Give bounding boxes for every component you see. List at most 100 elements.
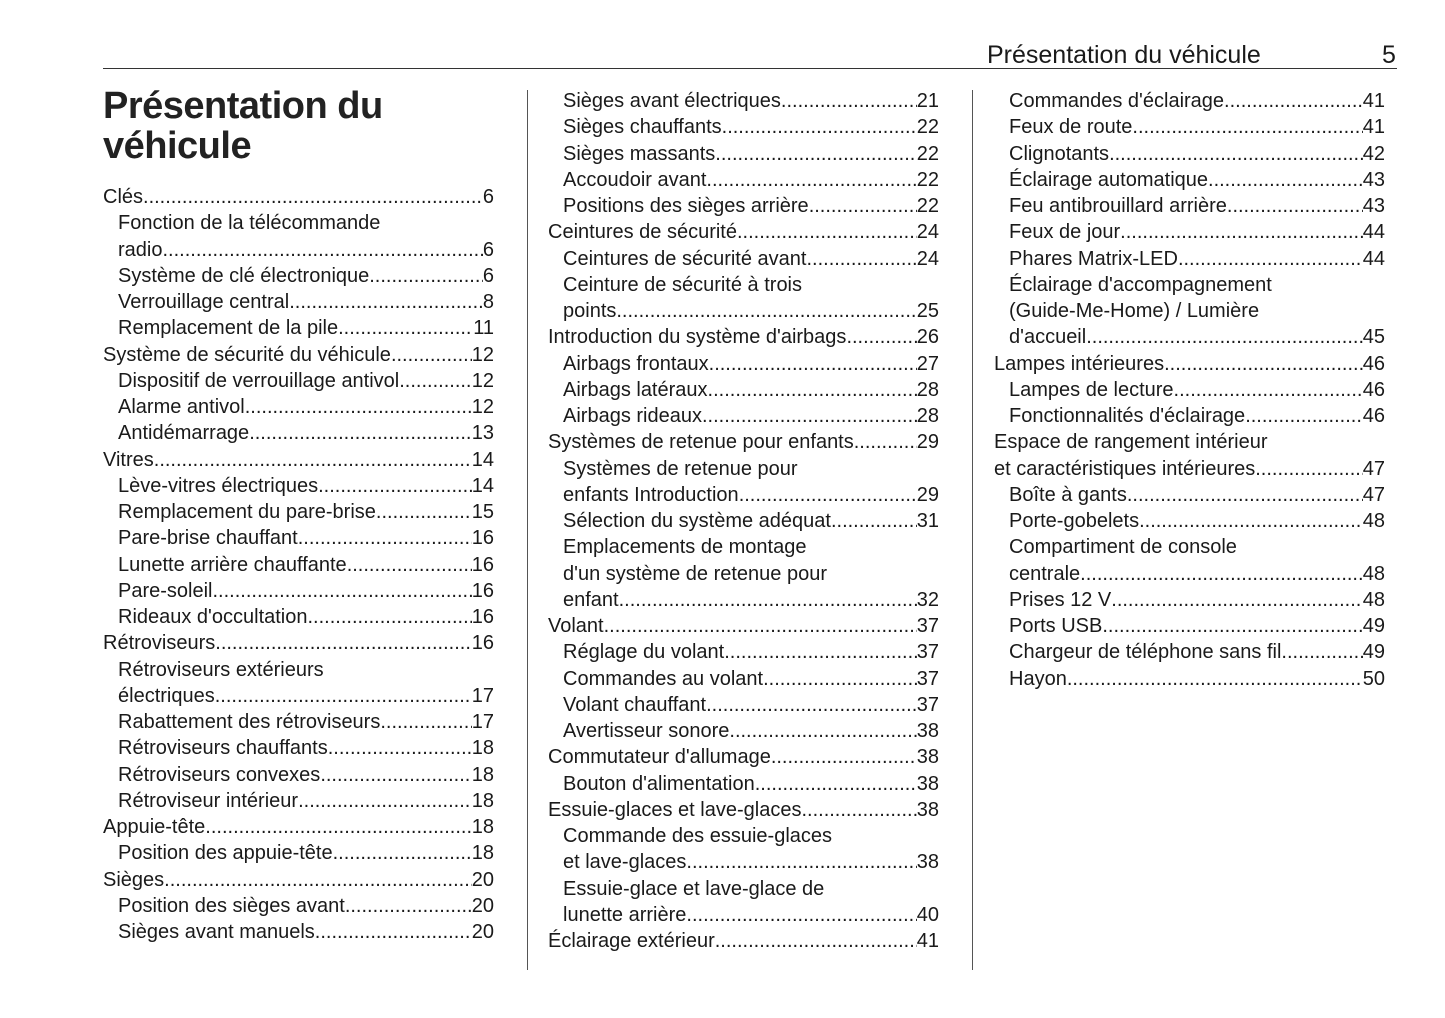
toc-entry-page: 15 [471, 501, 494, 523]
toc-entry[interactable]: Sièges chauffants 22 [548, 114, 939, 140]
toc-entry: Rétroviseurs extérieurs [103, 657, 494, 683]
toc-entry[interactable]: Éclairage extérieur 41 [548, 928, 939, 954]
toc-entry[interactable]: Commutateur d'allumage 38 [548, 744, 939, 770]
toc-entry[interactable]: Sièges 20 [103, 867, 494, 893]
toc-entry[interactable]: Positions des sièges arrière 22 [548, 193, 939, 219]
toc-entry[interactable]: Dispositif de verrouillage antivol 12 [103, 368, 494, 394]
toc-entry[interactable]: électriques 17 [103, 683, 494, 709]
toc-entry[interactable]: Ceintures de sécurité 24 [548, 219, 939, 245]
toc-entry[interactable]: centrale 48 [994, 561, 1385, 587]
toc-entry[interactable]: Rétroviseurs convexes 18 [103, 762, 494, 788]
toc-entry[interactable]: Rideaux d'occultation 16 [103, 604, 494, 630]
toc-entry[interactable]: Rétroviseurs 16 [103, 630, 494, 656]
toc-entry[interactable]: Systèmes de retenue pour enfants 29 [548, 429, 939, 455]
toc-entry-page: 8 [482, 291, 494, 313]
toc-entry[interactable]: Sièges avant manuels 20 [103, 919, 494, 945]
dot-leader [1178, 246, 1363, 272]
toc-entry[interactable]: enfants Introduction 29 [548, 482, 939, 508]
toc-entry[interactable]: Accoudoir avant 22 [548, 167, 939, 193]
toc-entry[interactable]: Lève-vitres électriques 14 [103, 473, 494, 499]
toc-entry[interactable]: Prises 12 V 48 [994, 587, 1385, 613]
toc-entry[interactable]: Clignotants 42 [994, 141, 1385, 167]
toc-entry-page: 16 [471, 606, 494, 628]
toc-entry-page: 28 [916, 405, 939, 427]
toc-entry[interactable]: Airbags latéraux 28 [548, 377, 939, 403]
toc-entry[interactable]: Position des appuie-tête 18 [103, 840, 494, 866]
toc-entry[interactable]: Feux de jour 44 [994, 219, 1385, 245]
toc-entry[interactable]: Remplacement du pare-brise 15 [103, 499, 494, 525]
toc-entry[interactable]: Commandes d'éclairage 41 [994, 88, 1385, 114]
toc-entry[interactable]: Lunette arrière chauffante 16 [103, 552, 494, 578]
toc-entry[interactable]: Introduction du système d'airbags 26 [548, 324, 939, 350]
toc-entry[interactable]: d'accueil 45 [994, 324, 1385, 350]
toc-entry[interactable]: Volant 37 [548, 613, 939, 639]
toc-entry[interactable]: Lampes de lecture 46 [994, 377, 1385, 403]
toc-entry-label: lunette arrière [563, 903, 687, 926]
toc-entry[interactable]: Boîte à gants 47 [994, 482, 1385, 508]
toc-entry[interactable]: Pare-soleil 16 [103, 578, 494, 604]
toc-entry[interactable]: Antidémarrage 13 [103, 420, 494, 446]
toc-entry[interactable]: lunette arrière 40 [548, 902, 939, 928]
toc-entry-page: 37 [916, 667, 939, 690]
toc-entry[interactable]: radio 6 [103, 237, 494, 263]
toc-entry[interactable]: Fonctionnalités d'éclairage 46 [994, 403, 1385, 429]
toc-entry[interactable]: Rétroviseur intérieur 18 [103, 788, 494, 814]
toc-entry[interactable]: et lave-glaces 38 [548, 849, 939, 875]
dot-leader [702, 403, 917, 429]
toc-entry[interactable]: Éclairage automatique 43 [994, 167, 1385, 193]
toc-entry[interactable]: Réglage du volant 37 [548, 639, 939, 665]
toc-entry: Éclairage d'accompagnement [994, 272, 1385, 298]
toc-entry[interactable]: Phares Matrix-LED 44 [994, 246, 1385, 272]
toc-entry[interactable]: Airbags rideaux 28 [548, 403, 939, 429]
toc-entry[interactable]: Sièges avant électriques 21 [548, 88, 939, 114]
toc-entry[interactable]: Avertisseur sonore 38 [548, 718, 939, 744]
toc-entry[interactable]: Commandes au volant 37 [548, 666, 939, 692]
toc-entry[interactable]: Rabattement des rétroviseurs 17 [103, 709, 494, 735]
dot-leader [724, 639, 917, 665]
toc-entry[interactable]: Verrouillage central 8 [103, 289, 494, 315]
toc-entry-page: 48 [1362, 562, 1385, 585]
dot-leader [164, 867, 472, 893]
toc-entry-page: 37 [916, 615, 939, 637]
toc-entry[interactable]: Remplacement de la pile 11 [103, 315, 494, 341]
toc-entry[interactable]: Système de clé électronique 6 [103, 263, 494, 289]
toc-entry[interactable]: et caractéristiques intérieures 47 [994, 456, 1385, 482]
toc-entry[interactable]: points 25 [548, 298, 939, 324]
toc-entry[interactable]: enfant 32 [548, 587, 939, 613]
toc-entry[interactable]: Hayon 50 [994, 666, 1385, 692]
toc-entry[interactable]: Bouton d'alimentation 38 [548, 771, 939, 797]
dot-leader [154, 447, 472, 473]
dot-leader [854, 429, 917, 455]
toc-entry-page: 38 [916, 851, 939, 874]
toc-entry[interactable]: Sélection du système adéquat 31 [548, 508, 939, 534]
toc-entry-label: Essuie-glaces et lave-glaces [548, 798, 802, 821]
toc-entry[interactable]: Appuie-tête 18 [103, 814, 494, 840]
toc-entry[interactable]: Pare-brise chauffant 16 [103, 525, 494, 551]
toc-entry[interactable]: Volant chauffant 37 [548, 692, 939, 718]
dot-leader [1111, 587, 1362, 613]
toc-entry[interactable]: Clés 6 [103, 184, 494, 210]
toc-entry[interactable]: Feux de route 41 [994, 114, 1385, 140]
toc-entry-page: 38 [916, 720, 939, 742]
toc-entry[interactable]: Chargeur de téléphone sans fil 49 [994, 639, 1385, 665]
toc-entry[interactable]: Rétroviseurs chauffants 18 [103, 735, 494, 761]
toc-entry[interactable]: Ceintures de sécurité avant 24 [548, 246, 939, 272]
toc-entry[interactable]: Vitres 14 [103, 447, 494, 473]
dot-leader [709, 351, 917, 377]
toc-entry[interactable]: Sièges massants 22 [548, 141, 939, 167]
toc-entry-label: Bouton d'alimentation [563, 772, 755, 795]
toc-entry-label: Position des sièges avant [118, 894, 345, 917]
toc-entry-label: Remplacement du pare-brise [118, 501, 376, 523]
toc-entry[interactable]: Alarme antivol 12 [103, 394, 494, 420]
dot-leader [763, 666, 917, 692]
toc-entry[interactable]: Position des sièges avant 20 [103, 893, 494, 919]
toc-entry-page: 12 [471, 396, 494, 418]
toc-entry[interactable]: Lampes intérieures 46 [994, 351, 1385, 377]
toc-entry[interactable]: Système de sécurité du véhicule 12 [103, 342, 494, 368]
toc-entry[interactable]: Feu antibrouillard arrière 43 [994, 193, 1385, 219]
toc-entry-label: Sièges avant manuels [118, 921, 315, 943]
toc-entry[interactable]: Ports USB 49 [994, 613, 1385, 639]
toc-entry[interactable]: Airbags frontaux 27 [548, 351, 939, 377]
toc-entry[interactable]: Porte-gobelets 48 [994, 508, 1385, 534]
toc-entry[interactable]: Essuie-glaces et lave-glaces 38 [548, 797, 939, 823]
